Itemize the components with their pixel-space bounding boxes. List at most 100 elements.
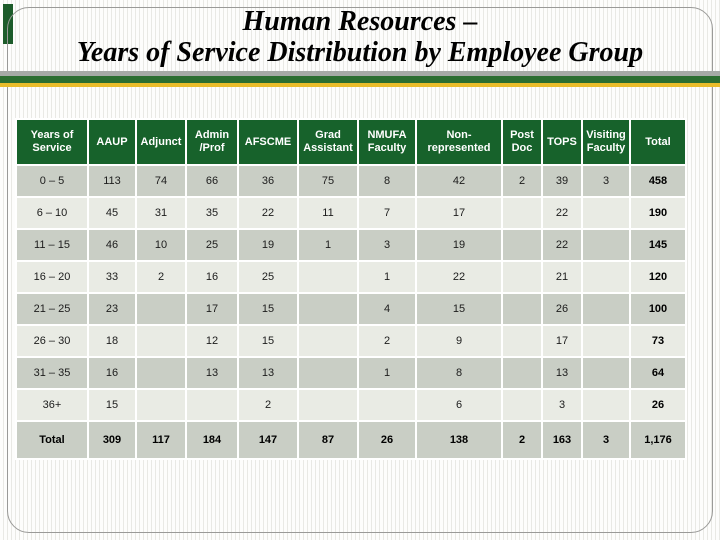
data-cell [357, 388, 417, 422]
table-row: 21 – 25 23 17 15 4 15 26 100 [15, 292, 687, 326]
row-label: 26 – 30 [15, 324, 89, 358]
data-cell: 120 [629, 260, 687, 294]
data-cell: 33 [87, 260, 137, 294]
data-cell: 1,176 [629, 420, 687, 460]
data-cell: 190 [629, 196, 687, 230]
column-header: TOPS [541, 118, 583, 166]
column-header: Post Doc [501, 118, 543, 166]
data-cell [501, 196, 543, 230]
data-cell: 3 [581, 164, 631, 198]
data-cell: 26 [357, 420, 417, 460]
data-cell: 10 [135, 228, 187, 262]
data-cell [501, 260, 543, 294]
data-cell: 15 [415, 292, 503, 326]
data-cell: 17 [415, 196, 503, 230]
data-cell: 100 [629, 292, 687, 326]
data-cell: 73 [629, 324, 687, 358]
years-of-service-table: Years of Service AAUP Adjunct Admin /Prof AF… [15, 118, 687, 460]
data-cell: 145 [629, 228, 687, 262]
data-cell: 3 [541, 388, 583, 422]
divider-gray-band [0, 71, 720, 76]
data-cell: 15 [237, 324, 299, 358]
table-row: 36+ 15 2 6 3 26 [15, 388, 687, 422]
table-row: 16 – 20 33 2 16 25 1 22 21 120 [15, 260, 687, 294]
data-cell [297, 260, 359, 294]
data-cell [501, 324, 543, 358]
table-row: 6 – 10 45 31 35 22 11 7 17 22 190 [15, 196, 687, 230]
data-cell [581, 196, 631, 230]
data-cell: 184 [185, 420, 239, 460]
data-cell: 25 [185, 228, 239, 262]
data-cell: 138 [415, 420, 503, 460]
divider-gold-band [0, 83, 720, 87]
table-row: 31 – 35 16 13 13 1 8 13 64 [15, 356, 687, 390]
data-cell: 26 [629, 388, 687, 422]
data-cell: 13 [185, 356, 239, 390]
column-header: AAUP [87, 118, 137, 166]
data-cell: 16 [87, 356, 137, 390]
data-cell: 26 [541, 292, 583, 326]
data-cell: 9 [415, 324, 503, 358]
column-header: Non-represented [415, 118, 503, 166]
column-header: Admin /Prof [185, 118, 239, 166]
data-cell [581, 292, 631, 326]
row-label: 11 – 15 [15, 228, 89, 262]
divider-green-band [0, 76, 720, 83]
data-cell: 36 [237, 164, 299, 198]
column-header: AFSCME [237, 118, 299, 166]
data-cell: 21 [541, 260, 583, 294]
column-header: Total [629, 118, 687, 166]
data-cell: 19 [237, 228, 299, 262]
table-row: 26 – 30 18 12 15 2 9 17 73 [15, 324, 687, 358]
data-cell: 22 [415, 260, 503, 294]
data-cell [135, 356, 187, 390]
green-accent-bar [3, 4, 13, 44]
table-header-row: Years of Service AAUP Adjunct Admin /Prof AF… [15, 118, 687, 166]
data-cell: 15 [87, 388, 137, 422]
data-cell: 6 [415, 388, 503, 422]
data-cell: 74 [135, 164, 187, 198]
data-cell: 3 [357, 228, 417, 262]
title-divider [0, 71, 720, 87]
data-cell: 8 [415, 356, 503, 390]
table-body: 0 – 5 113 74 66 36 75 8 42 2 39 3 458 6 – 10 45 31 35 22… [15, 164, 687, 460]
data-cell [297, 388, 359, 422]
table-row: 11 – 15 46 10 25 19 1 3 19 22 145 [15, 228, 687, 262]
data-cell: 1 [357, 260, 417, 294]
data-cell [297, 356, 359, 390]
data-cell: 2 [501, 164, 543, 198]
data-cell: 3 [581, 420, 631, 460]
data-cell: 42 [415, 164, 503, 198]
data-cell: 458 [629, 164, 687, 198]
data-cell: 163 [541, 420, 583, 460]
data-cell: 15 [237, 292, 299, 326]
data-cell [135, 292, 187, 326]
data-cell: 22 [541, 196, 583, 230]
data-cell: 87 [297, 420, 359, 460]
column-header: NMUFA Faculty [357, 118, 417, 166]
data-cell: 16 [185, 260, 239, 294]
row-label: 6 – 10 [15, 196, 89, 230]
data-cell [581, 388, 631, 422]
data-cell: 7 [357, 196, 417, 230]
data-cell: 2 [135, 260, 187, 294]
data-cell [135, 388, 187, 422]
data-cell: 147 [237, 420, 299, 460]
data-cell: 31 [135, 196, 187, 230]
data-cell: 23 [87, 292, 137, 326]
row-label: 16 – 20 [15, 260, 89, 294]
data-cell [581, 228, 631, 262]
data-cell: 19 [415, 228, 503, 262]
data-cell: 1 [357, 356, 417, 390]
data-cell [581, 356, 631, 390]
data-cell: 4 [357, 292, 417, 326]
data-cell [297, 292, 359, 326]
data-cell: 18 [87, 324, 137, 358]
data-cell: 22 [237, 196, 299, 230]
slide-title: Human Resources – Years of Service Distr… [0, 6, 720, 69]
data-cell: 13 [237, 356, 299, 390]
data-cell [185, 388, 239, 422]
data-cell: 8 [357, 164, 417, 198]
data-cell: 13 [541, 356, 583, 390]
